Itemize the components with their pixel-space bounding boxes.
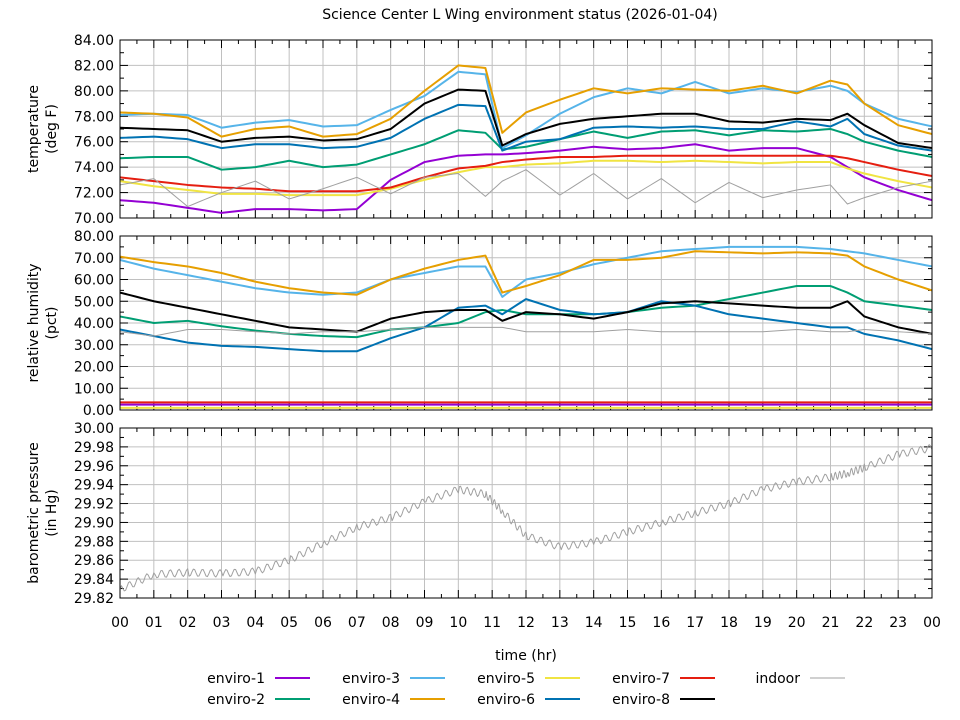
x-tick-label: 11	[483, 615, 501, 631]
y-tick-label: 60.00	[74, 273, 114, 289]
series-line-enviro-3-panel-1	[120, 245, 932, 298]
panel-frame	[119, 235, 933, 411]
y-tick-label: 29.98	[74, 440, 114, 456]
y-axis-label: temperature (deg F)	[26, 85, 60, 173]
series-line-enviro-2-panel-1	[120, 285, 932, 339]
x-tick-label: 16	[652, 615, 670, 631]
y-tick-label: 29.86	[74, 553, 114, 569]
panel-2: 30.00 29.98 29.96 29.94 29.92 29.90 29.88 29.86…	[26, 421, 933, 607]
x-tick-label: 22	[855, 615, 873, 631]
y-tick-label: 20.00	[74, 360, 114, 376]
x-tick-label: 08	[382, 615, 400, 631]
y-axis-label: relative humidity (pct)	[26, 263, 60, 382]
series-line-enviro-4-panel-0	[120, 64, 932, 138]
y-tick-label: 30.00	[74, 421, 114, 437]
legend-label-indoor: indoor	[755, 671, 800, 687]
y-tick-label: 30.00	[74, 338, 114, 354]
legend-label-enviro-6: enviro-6	[477, 692, 535, 708]
x-tick-label: 04	[246, 615, 264, 631]
series-line-enviro-3-panel-0	[120, 70, 932, 150]
series-line-enviro-8-panel-1	[120, 291, 932, 335]
x-tick-label: 05	[280, 615, 298, 631]
y-tick-label: 29.88	[74, 534, 114, 550]
y-tick-label: 80.00	[74, 229, 114, 245]
x-tick-label: 15	[619, 615, 637, 631]
panel-1: 80.00 70.00 60.00 50.00 40.00 30.00 20.00 10.00…	[26, 229, 933, 419]
y-tick-label: 76.00	[74, 135, 114, 151]
series-line-enviro-2-panel-0	[120, 128, 932, 171]
y-tick-label: 70.00	[74, 211, 114, 227]
x-tick-label: 23	[889, 615, 907, 631]
y-tick-label: 78.00	[74, 109, 114, 125]
series-line-enviro-6-panel-0	[120, 103, 932, 152]
x-tick-label: 07	[348, 615, 366, 631]
panel-frame	[119, 427, 933, 599]
x-tick-label: 13	[551, 615, 569, 631]
x-tick-label: 12	[517, 615, 535, 631]
legend-label-enviro-2: enviro-2	[207, 692, 265, 708]
legend-label-enviro-8: enviro-8	[612, 692, 670, 708]
y-tick-label: 74.00	[74, 160, 114, 176]
plot-panels: 84.00 82.00 80.00 78.00 76.00 74.00 72.00 70.00…	[26, 33, 933, 607]
x-tick-label: 21	[822, 615, 840, 631]
x-axis-label: time (hr)	[495, 648, 557, 664]
chart-title: Science Center L Wing environment status…	[322, 7, 718, 23]
y-tick-label: 80.00	[74, 84, 114, 100]
series-line-enviro-7-panel-0	[120, 154, 932, 193]
panel-0: 84.00 82.00 80.00 78.00 76.00 74.00 72.00 70.00…	[26, 33, 933, 227]
y-tick-label: 50.00	[74, 294, 114, 310]
series-line-indoor-panel-1	[120, 326, 932, 337]
x-tick-label: 02	[179, 615, 197, 631]
series-line-indoor-panel-0	[120, 169, 932, 208]
y-tick-label: 29.94	[74, 478, 114, 494]
y-tick-label: 40.00	[74, 316, 114, 332]
y-tick-label: 70.00	[74, 251, 114, 267]
series-line-enviro-8-panel-0	[120, 88, 932, 150]
legend-label-enviro-4: enviro-4	[342, 692, 400, 708]
y-tick-label: 29.84	[74, 572, 114, 588]
x-tick-label: 10	[449, 615, 467, 631]
y-tick-label: 0.00	[83, 403, 114, 419]
x-tick-label: 00	[923, 615, 941, 631]
x-tick-label: 00	[111, 615, 129, 631]
y-tick-label: 72.00	[74, 186, 114, 202]
y-tick-label: 29.82	[74, 591, 114, 607]
x-tick-label: 06	[314, 615, 332, 631]
y-tick-label: 29.92	[74, 497, 114, 513]
y-tick-label: 29.96	[74, 459, 114, 475]
x-tick-label: 03	[213, 615, 231, 631]
legend-label-enviro-1: enviro-1	[207, 671, 265, 687]
y-tick-label: 10.00	[74, 381, 114, 397]
y-tick-label: 82.00	[74, 58, 114, 74]
legend: enviro-1 enviro-2 enviro-3 enviro-4 enviro-5…	[207, 671, 845, 708]
y-axis-label: barometric pressure (in Hg)	[26, 442, 60, 583]
legend-label-enviro-7: enviro-7	[612, 671, 670, 687]
series-line-enviro-6-panel-1	[120, 298, 932, 353]
x-tick-label: 14	[585, 615, 603, 631]
x-axis-ticks: 00 01 02 03 04 05 06 07 08 09 10 11 12 13 14 15 16 17 18 19…	[111, 615, 941, 631]
x-tick-label: 19	[754, 615, 772, 631]
series-line-enviro-1-panel-0	[120, 143, 932, 214]
series-line-indoor-panel-2	[120, 444, 932, 592]
x-tick-label: 17	[686, 615, 704, 631]
y-tick-label: 29.90	[74, 515, 114, 531]
y-tick-label: 84.00	[74, 33, 114, 49]
x-tick-label: 01	[145, 615, 163, 631]
series-line-enviro-4-panel-1	[120, 250, 932, 296]
series-line-enviro-5-panel-0	[120, 159, 932, 197]
legend-label-enviro-3: enviro-3	[342, 671, 400, 687]
x-tick-label: 20	[788, 615, 806, 631]
x-tick-label: 09	[416, 615, 434, 631]
panel-frame	[119, 39, 933, 219]
legend-label-enviro-5: enviro-5	[477, 671, 535, 687]
x-tick-label: 18	[720, 615, 738, 631]
